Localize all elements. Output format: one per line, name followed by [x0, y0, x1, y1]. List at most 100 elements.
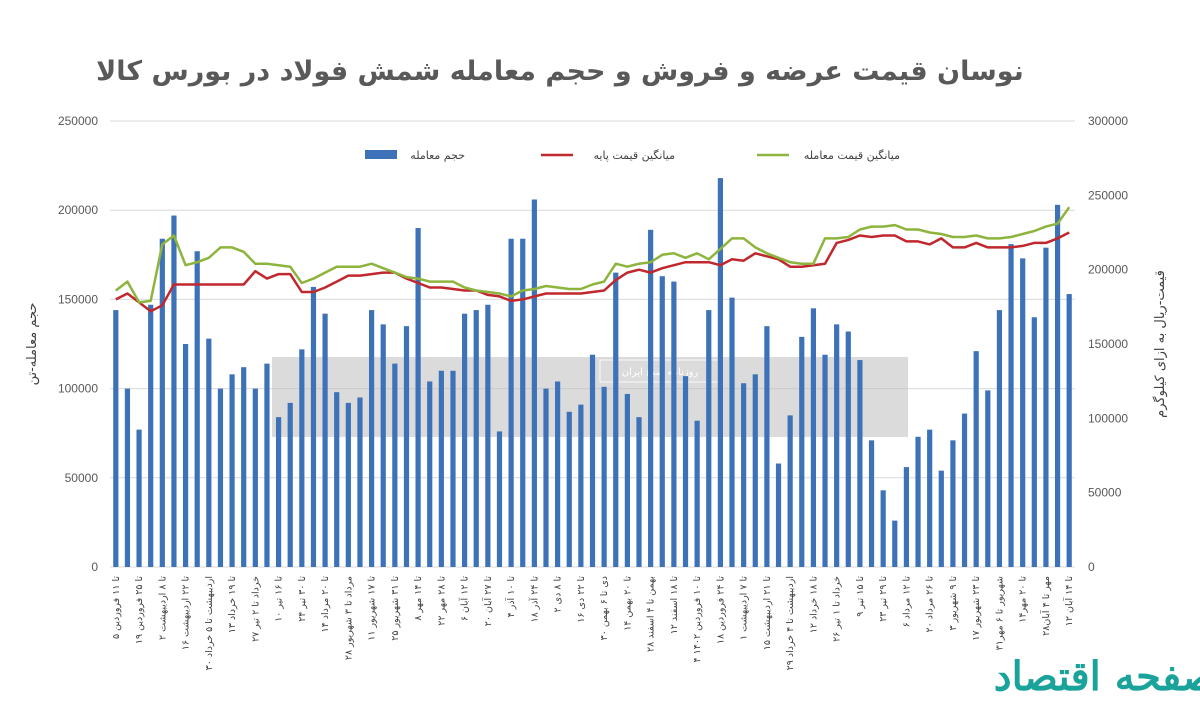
- volume-bar: [403, 326, 410, 567]
- x-tick-label: ۱۱ تا ۱۷ شهریور: [367, 576, 378, 641]
- volume-bar: [682, 376, 689, 567]
- x-tick-label: ۱۶ تا ۲۲ اردیبهشت: [181, 576, 192, 651]
- volume-bar: [810, 308, 817, 567]
- volume-bar: [136, 429, 142, 567]
- legend-label-base-price: میانگین قیمت پایه: [594, 149, 676, 162]
- volume-bar: [659, 276, 665, 567]
- x-tick-label: ۲۹ اردیبهشت تا ۴ خرداد: [785, 576, 796, 670]
- x-tick-label: ۲ تا ۸ اردیبهشت: [157, 576, 168, 640]
- volume-bar: [275, 417, 282, 567]
- volume-bar: [834, 324, 840, 567]
- legend-swatch-volume: [365, 150, 397, 159]
- volume-bar: [427, 381, 433, 567]
- x-tick-label: ۱۳ تا ۱۹ خرداد: [227, 576, 238, 634]
- volume-bar: [310, 286, 317, 567]
- x-tick-label: ۲۸ مرداد تا ۳ شهریور: [343, 576, 354, 660]
- volume-bar: [206, 338, 212, 567]
- volume-bar: [299, 349, 305, 567]
- volume-bar: [927, 429, 933, 567]
- left-axis-ticks: 0 50000 100000 150000 200000 250000: [58, 114, 98, 574]
- volume-bar: [799, 336, 805, 567]
- right-tick-label: 200000: [1088, 263, 1128, 277]
- volume-bar: [741, 383, 747, 567]
- x-tick-label: ۵ تا ۱۱ فروردین: [111, 576, 122, 639]
- volume-bar: [473, 310, 479, 567]
- x-tick-label: ۱۴تا ۲۰ مهر: [1018, 576, 1029, 623]
- volume-bar: [589, 354, 596, 567]
- right-axis-ticks: 0 50000 100000 150000 200000 250000 300000: [1088, 114, 1128, 574]
- volume-bar: [1008, 244, 1014, 567]
- x-tick-label: ۲۰ تا ۲۶ مرداد: [925, 576, 936, 633]
- volume-bar: [287, 402, 293, 567]
- volume-bar: [973, 351, 979, 567]
- volume-bar: [706, 310, 712, 567]
- volume-bar: [485, 304, 491, 567]
- volume-bar: [671, 281, 677, 567]
- volume-bar: [729, 297, 735, 567]
- volume-bar: [322, 313, 328, 567]
- x-tick-label: ۲۵ تا ۳۱ شهریور: [390, 576, 401, 641]
- volume-bar: [1031, 317, 1037, 567]
- volume-bar: [508, 238, 514, 567]
- x-tick-label: ۲ تا ۸ دی: [553, 576, 564, 613]
- volume-bar: [334, 392, 340, 567]
- x-tick-label: ۹ تا ۱۵ تیر: [855, 576, 866, 617]
- volume-bar: [380, 324, 386, 567]
- volume-bar: [148, 304, 154, 567]
- legend-label-volume: حجم معامله: [410, 149, 465, 162]
- volume-bar: [578, 404, 584, 567]
- x-tick-label: ۶ تا ۱۲ مرداد: [901, 576, 912, 628]
- x-tick-label: ۲۴ تا ۳۰ تیر: [297, 576, 308, 622]
- x-tick-label: ۱۰ تا ۱۶ تیر: [274, 576, 285, 622]
- left-tick-label: 100000: [58, 382, 98, 396]
- right-tick-label: 300000: [1088, 114, 1128, 128]
- volume-bar: [566, 411, 572, 567]
- volume-bar: [462, 313, 468, 567]
- legend: حجم معامله میانگین قیمت پایه میانگین قیم…: [365, 149, 900, 162]
- volume-bar: [520, 238, 526, 567]
- right-tick-label: 100000: [1088, 411, 1128, 425]
- volume-bar: [938, 470, 944, 567]
- volume-bar: [787, 415, 793, 567]
- x-tick-label: ۱ تا ۷ اردیبهشت: [739, 576, 750, 640]
- x-tick-label: ۲۸مهر تا ۴ آبان: [1039, 576, 1052, 636]
- x-tick-label: ۱۲ تا ۱۸ خرداد: [808, 576, 819, 634]
- x-tick-label: ۱۶ تا ۲۲ دی: [576, 576, 587, 623]
- volume-bar: [555, 381, 561, 567]
- volume-bar: [880, 490, 886, 567]
- x-tick-label: ۴ تا ۱۰ آذر: [504, 576, 517, 618]
- volume-bar: [229, 374, 235, 567]
- line-series: [115, 206, 1071, 313]
- volume-bar: [217, 388, 224, 567]
- volume-bar: [903, 467, 910, 567]
- volume-bar: [357, 397, 363, 567]
- volume-bar: [1020, 258, 1026, 567]
- x-tick-label: ۳۱شهریور تا ۶ مهر: [994, 576, 1005, 650]
- right-tick-label: 50000: [1088, 486, 1122, 500]
- left-tick-label: 200000: [58, 203, 98, 217]
- x-tick-label: ۲۶ خرداد تا ۱ تیر: [832, 576, 843, 642]
- volume-bar: [531, 199, 537, 567]
- volume-bar: [985, 390, 991, 567]
- volume-bar: [496, 431, 503, 567]
- left-tick-label: 0: [91, 560, 98, 574]
- volume-bar: [822, 354, 828, 567]
- x-tick-label: ۱۴ تا ۲۰ بهمن: [622, 576, 633, 631]
- volume-bar: [194, 251, 200, 567]
- x-tick-label: ۳۰ دی تا ۶ بهمن: [599, 576, 610, 640]
- volume-bar: [892, 520, 898, 567]
- volume-bar: [857, 360, 863, 567]
- chart-title: نوسان قیمت عرضه و فروش و حجم معامله شمش …: [96, 56, 1024, 87]
- volume-bar: [159, 238, 165, 567]
- volume-bar: [694, 420, 700, 567]
- left-tick-label: 150000: [58, 292, 98, 306]
- x-tick-label: ۴ تا ۱۰ فروردین ۱۴۰۲: [692, 576, 703, 663]
- volume-bar: [915, 436, 921, 567]
- volume-bar: [252, 388, 258, 567]
- volume-bar: [415, 228, 421, 568]
- volume-bar: [392, 363, 398, 567]
- legend-label-trade-price: میانگین قیمت معامله: [804, 149, 900, 162]
- x-tick-label: ۱۲ تا ۱۸ اسفند: [669, 576, 680, 635]
- x-axis-labels: ۵ تا ۱۱ فروردین ۱۹ تا ۲۵ فروردین ۲ تا ۸ ار…: [111, 576, 1075, 671]
- volume-bar: [601, 386, 607, 567]
